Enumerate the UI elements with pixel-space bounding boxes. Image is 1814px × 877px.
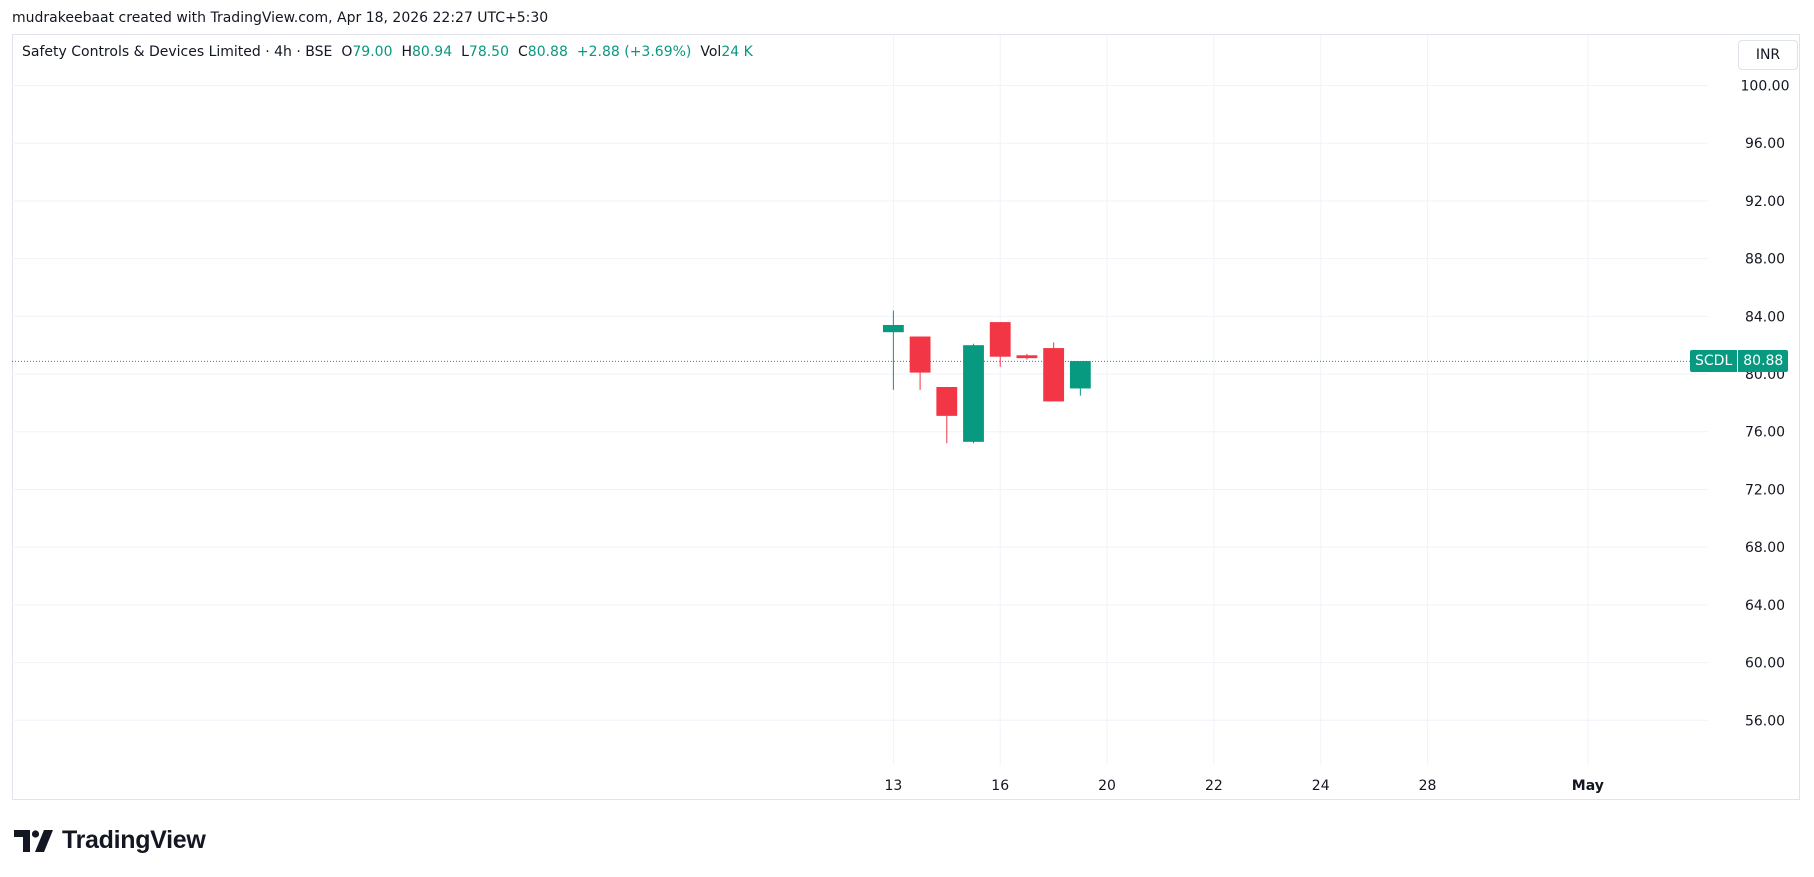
y-tick-label: 100.00 (1741, 78, 1790, 94)
legend-high-value: 80.94 (412, 44, 453, 60)
x-tick-label: 22 (1205, 778, 1223, 794)
tradingview-wordmark: TradingView (62, 826, 206, 854)
y-tick-label: 56.00 (1745, 713, 1785, 729)
legend-vol-value: 24 K (721, 44, 753, 60)
legend-high-label: H (401, 44, 413, 60)
candle-body-down[interactable] (989, 322, 1011, 357)
chart-grid (12, 35, 1708, 765)
tradingview-logo-icon (14, 829, 53, 852)
y-tick-label: 88.00 (1745, 252, 1785, 268)
time-axis: 13 16 20 22 24 28 May (884, 778, 1603, 794)
legend-vol-label: Vol (700, 44, 722, 60)
x-tick-label: 28 (1419, 778, 1437, 794)
legend-low-label: L (461, 44, 469, 60)
candle-body-down[interactable] (1043, 348, 1065, 402)
chart-attribution: mudrakeebaat created with TradingView.co… (12, 10, 549, 26)
y-tick-label: 64.00 (1745, 598, 1785, 614)
legend-close-label: C (518, 44, 528, 60)
x-tick-label: 24 (1312, 778, 1330, 794)
y-tick-label: 76.00 (1745, 425, 1785, 441)
legend-change: +2.88 (+3.69%) (576, 44, 692, 60)
candle-body-up[interactable] (1069, 361, 1091, 389)
y-tick-label: 84.00 (1745, 309, 1785, 325)
y-tick-label: 96.00 (1745, 136, 1785, 152)
y-tick-label: 60.00 (1745, 656, 1785, 672)
legend-symbol-name[interactable]: Safety Controls & Devices Limited · 4h ·… (22, 44, 333, 60)
candle-body-up[interactable] (882, 324, 904, 333)
chart-frame (12, 34, 1800, 800)
legend-open-value: 79.00 (352, 44, 393, 60)
currency-selector-button[interactable]: INR (1738, 40, 1798, 70)
y-tick-label: 72.00 (1745, 482, 1785, 498)
price-tag-symbol: SCDL (1690, 350, 1738, 373)
x-tick-label: 20 (1098, 778, 1116, 794)
y-tick-label: 92.00 (1745, 194, 1785, 210)
legend-open-label: O (341, 44, 353, 60)
x-tick-label: 16 (991, 778, 1009, 794)
chart-legend: Safety Controls & Devices Limited · 4h ·… (22, 44, 753, 60)
legend-close-value: 80.88 (527, 44, 568, 60)
price-axis: 100.0096.0092.0088.0084.0080.0076.0072.0… (1741, 78, 1790, 729)
candle-body-down[interactable] (909, 336, 931, 373)
candles (882, 310, 1091, 444)
x-tick-label: May (1572, 778, 1604, 794)
y-tick-label: 68.00 (1745, 540, 1785, 556)
candle-body-down[interactable] (1016, 355, 1038, 359)
last-price-tag: SCDL 80.88 (1690, 350, 1789, 373)
x-tick-label: 13 (884, 778, 902, 794)
legend-low-value: 78.50 (468, 44, 510, 60)
price-tag-value: 80.88 (1738, 350, 1789, 373)
tradingview-logo[interactable]: TradingView (14, 826, 206, 855)
candle-body-down[interactable] (936, 387, 958, 416)
candle-body-up[interactable] (963, 345, 984, 442)
